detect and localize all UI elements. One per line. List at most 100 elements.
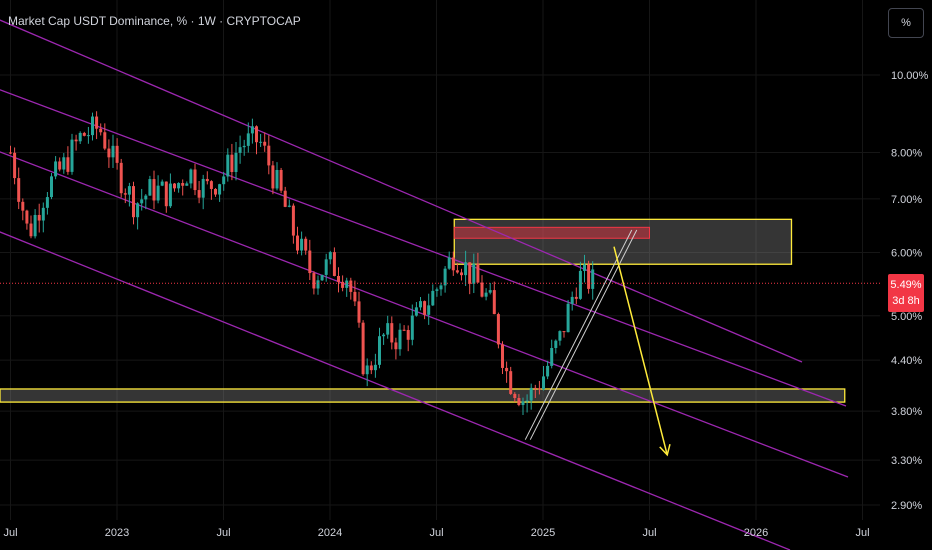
candle-body [447,257,451,269]
candle-body [136,203,140,218]
candle-body [332,252,336,276]
y-tick-label: 5.00% [891,311,922,323]
current-price-badge: 5.49% 3d 8h [888,274,924,312]
candle-body [529,387,533,401]
candle-body [230,154,234,172]
candle-body [451,257,455,271]
candle-body [66,157,70,172]
candle-body [587,264,591,289]
x-tick-label: Jul [3,527,17,539]
candle-body [226,154,230,177]
candle-body [99,128,103,133]
projection-arrow-line[interactable] [613,246,668,456]
candle-body [222,176,226,185]
candle-body [320,274,324,281]
candle-body [267,145,271,166]
candle-body [201,178,205,198]
wedge-line[interactable] [524,229,633,440]
candle-body [29,223,33,237]
channel-line[interactable] [0,88,847,407]
candle-body [570,296,574,304]
candle-body [349,280,353,292]
price-zone[interactable] [0,388,846,403]
candle-body [308,250,312,274]
candle-body [419,301,422,308]
candle-body [300,238,304,251]
candle-body [41,207,45,221]
candle-body [250,126,254,134]
x-axis: Jul 2023 Jul 2024 Jul 2025 Jul 2026 Jul [3,527,869,539]
y-tick-label: 6.00% [891,247,922,259]
order-block-zone[interactable] [453,226,650,239]
candle-body [509,371,513,394]
candle-body [472,263,476,284]
candle-body [78,132,82,142]
candle-body [50,176,53,198]
candle-body [406,329,410,340]
candle-body [386,323,390,335]
candle-body [9,152,12,154]
candle-body [54,161,58,177]
channel-line[interactable] [0,18,803,363]
candle-body [357,301,361,323]
y-tick-label: 4.40% [891,355,922,367]
candle-body [214,188,217,195]
candle-body [296,235,299,251]
candle-body [304,238,308,251]
candle-body [74,139,78,142]
candle-body [275,169,279,189]
candle-body [566,303,570,333]
candle-body [468,262,472,284]
candle-body [550,347,554,366]
y-tick-label: 3.80% [891,406,922,418]
x-tick-label: Jul [855,527,869,539]
candle-body [218,184,222,195]
candle-body [365,365,369,375]
candle-body [263,141,267,146]
candle-body [242,145,246,148]
candle-body [542,376,545,390]
candle-body [533,387,537,389]
candle-body [107,148,111,158]
x-tick-label: 2024 [318,527,342,539]
candle-body [13,152,17,179]
y-tick-label: 7.00% [891,194,922,206]
candle-body [259,141,263,143]
candle-body [316,280,320,289]
candle-body [341,281,345,288]
candle-body [164,181,168,207]
candle-body [123,193,127,195]
y-tick-label: 8.00% [891,148,922,160]
candle-body [62,157,66,170]
candle-body [291,205,295,236]
y-tick-label: 2.90% [891,500,922,512]
candle-body [488,290,492,293]
candle-body [345,280,349,288]
candle-body [86,135,90,137]
candle-body [435,289,439,291]
candle-body [205,178,209,182]
channel-line[interactable] [0,230,791,550]
candle-body [513,393,517,399]
candle-body [37,214,41,221]
candle-body [583,264,586,271]
candle-body [168,183,172,207]
candle-body [464,262,468,276]
scale-button[interactable]: % [888,8,924,38]
candles-layer [9,111,595,416]
candle-body [21,201,25,211]
candle-body [521,401,525,405]
candle-body [193,169,197,191]
candle-body [33,214,37,237]
candle-body [505,367,509,372]
candle-body [480,282,484,297]
candle-body [115,145,119,163]
candle-body [517,398,521,405]
y-tick-label: 10.00% [891,70,929,82]
candle-body [95,116,99,129]
candle-body [197,190,201,198]
current-price-label: 5.49% [890,279,922,291]
candle-body [423,301,427,315]
candle-body [501,344,504,368]
